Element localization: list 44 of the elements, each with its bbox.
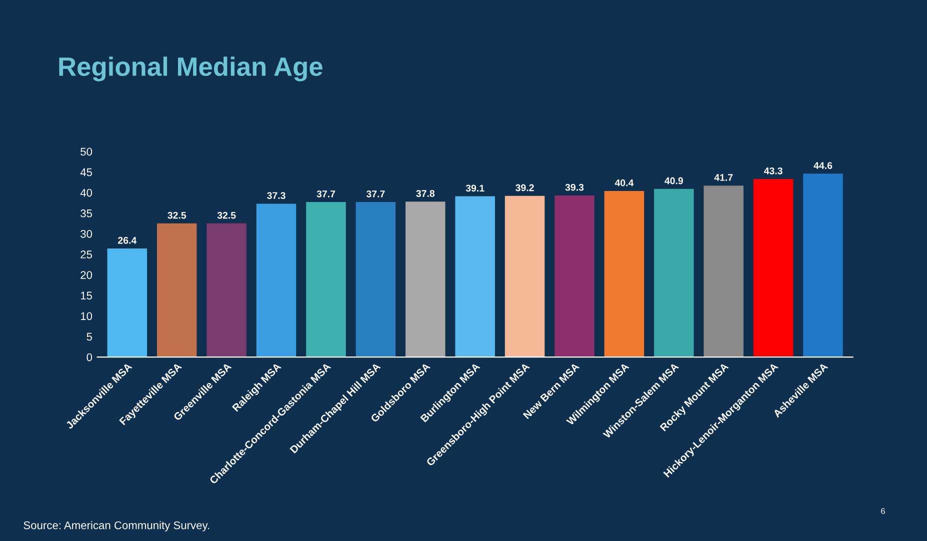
bar (554, 195, 594, 358)
y-tick-label: 35 (80, 209, 92, 218)
bar (406, 202, 446, 358)
chart-title: Regional Median Age (59, 56, 322, 82)
data-label: 26.4 (118, 236, 137, 244)
bar (604, 190, 644, 358)
text: 6 (881, 508, 885, 514)
data-label: 40.4 (614, 179, 634, 186)
data-label: 37.3 (267, 192, 286, 200)
data-label: 44.6 (814, 162, 832, 169)
y-tick-label: 20 (80, 271, 92, 279)
y-tick-label: 25 (80, 250, 92, 258)
bar (504, 196, 545, 358)
bar (753, 179, 794, 358)
bar (803, 174, 843, 358)
y-tick-label: 5 (86, 332, 92, 341)
bar (107, 248, 148, 358)
bar (654, 188, 694, 358)
y-tick-label: 30 (80, 230, 92, 238)
data-label: 40.9 (664, 177, 684, 184)
source-note: Source: American Community Survey. (24, 521, 210, 532)
bar (455, 196, 495, 358)
bar (206, 223, 246, 358)
bar (356, 202, 396, 358)
data-label: 37.8 (416, 190, 435, 197)
bar (156, 223, 197, 358)
data-label: 32.5 (168, 212, 186, 219)
y-tick-label: 50 (80, 148, 92, 156)
data-label: 37.7 (366, 190, 385, 198)
y-tick-label: 45 (80, 168, 92, 176)
data-label: 41.7 (714, 174, 733, 181)
data-label: 39.1 (466, 184, 484, 192)
data-label: 43.3 (764, 167, 782, 174)
y-tick-label: 0 (86, 353, 92, 362)
data-label: 32.5 (217, 212, 236, 219)
data-label: 37.7 (316, 190, 336, 198)
bar (704, 186, 744, 358)
data-label: 39.3 (565, 184, 584, 191)
bar (256, 204, 296, 358)
bar (306, 202, 346, 358)
data-label: 39.2 (516, 184, 534, 192)
y-tick-label: 40 (80, 188, 92, 197)
y-tick-label: 15 (80, 292, 92, 300)
y-tick-label: 10 (80, 312, 92, 320)
